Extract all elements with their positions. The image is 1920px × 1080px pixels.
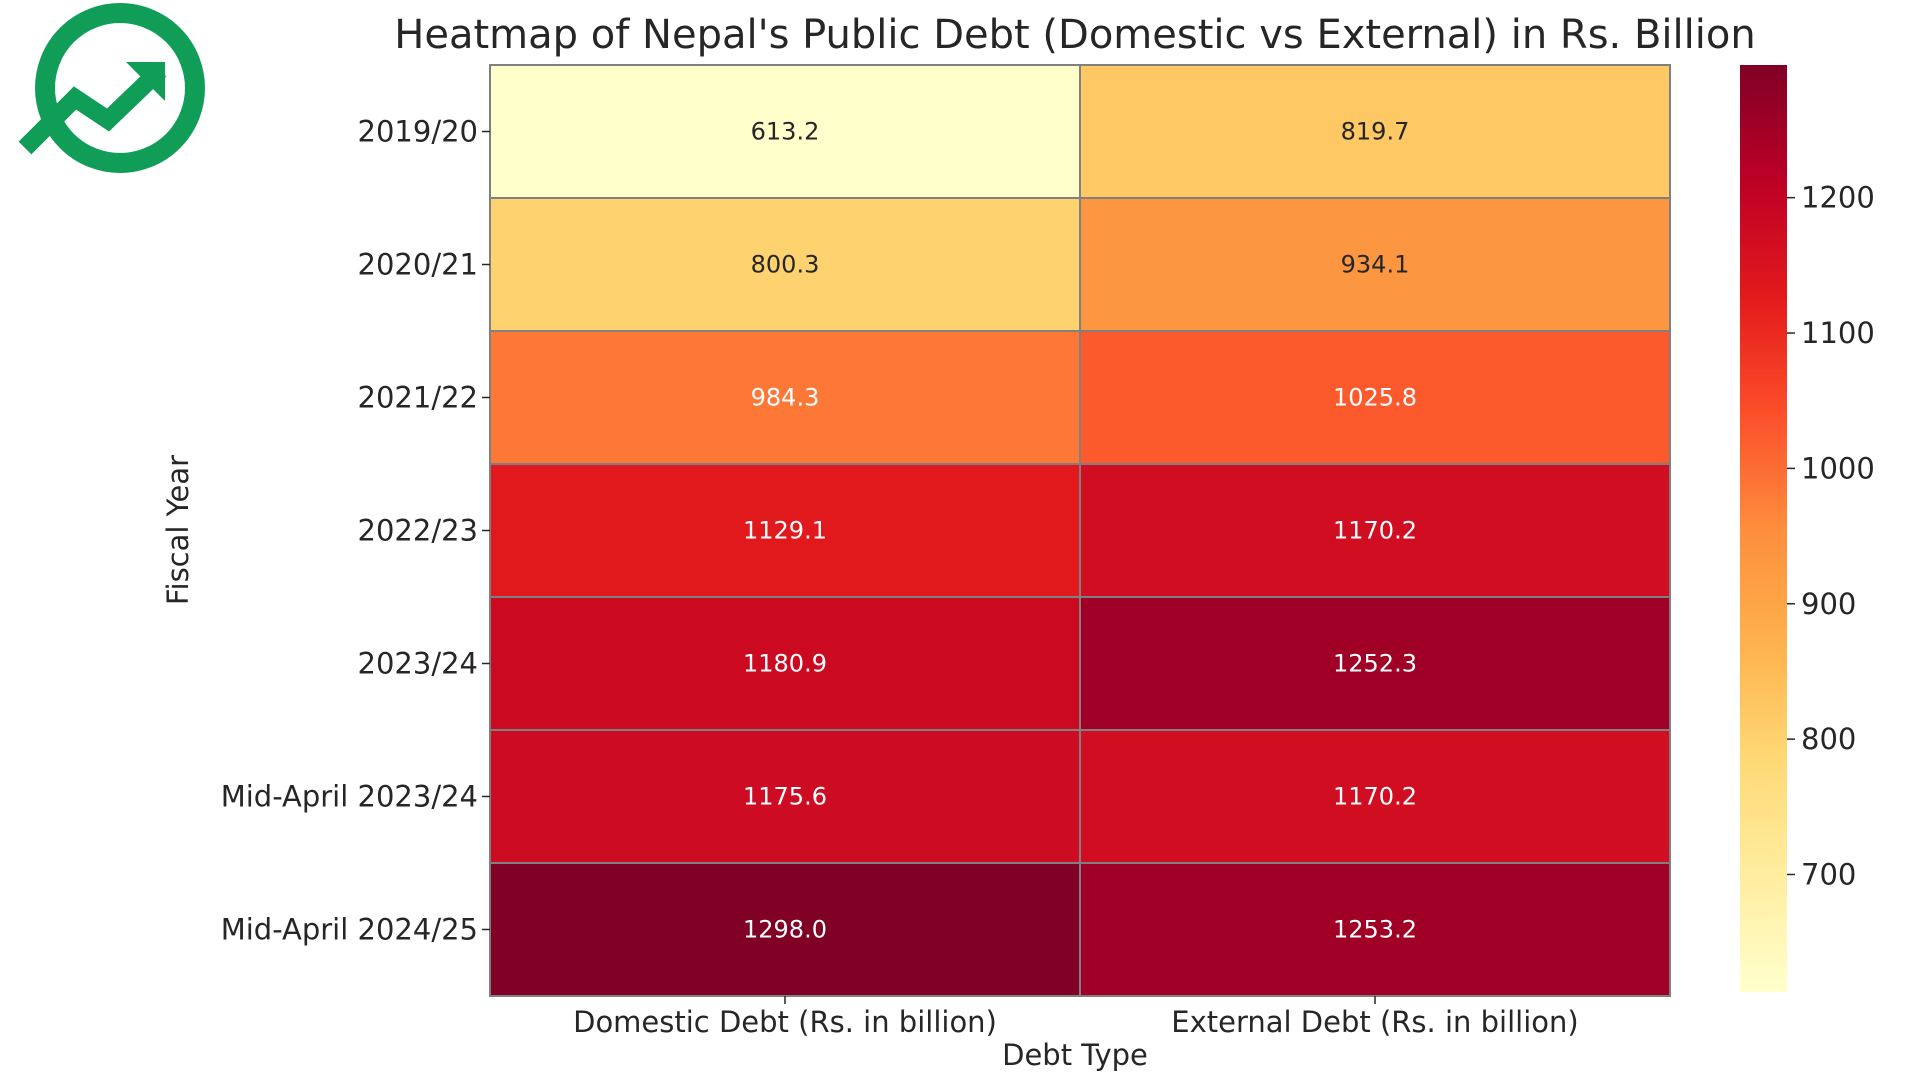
- cell-value-label: 934.1: [1341, 251, 1410, 279]
- logo-ring: [45, 13, 195, 163]
- cell-value-label: 1180.9: [743, 650, 827, 678]
- x-tick-labels: Domestic Debt (Rs. in billion) External D…: [573, 996, 1579, 1039]
- colorbar-tick-label: 1200: [1801, 181, 1875, 215]
- cell-value-label: 1025.8: [1333, 384, 1417, 412]
- y-tick-label: 2019/20: [358, 115, 478, 149]
- colorbar-tick-label: 800: [1801, 722, 1856, 756]
- cell-value-label: 613.2: [751, 118, 820, 146]
- y-tick-label: 2023/24: [358, 647, 478, 681]
- colorbar-tick-label: 700: [1801, 858, 1856, 892]
- x-axis-label: Debt Type: [1002, 1038, 1148, 1072]
- cell-value-label: 1298.0: [743, 916, 827, 944]
- cell-value-label: 819.7: [1341, 118, 1410, 146]
- cell-value-label: 1175.6: [743, 783, 827, 811]
- cell-value-label: 984.3: [751, 384, 820, 412]
- colorbar-tick-label: 1100: [1801, 316, 1875, 350]
- y-tick-label: 2020/21: [358, 248, 478, 282]
- cell-value-label: 800.3: [751, 251, 820, 279]
- colorbar-tick-label: 1000: [1801, 451, 1875, 485]
- cell-value-label: 1129.1: [743, 517, 827, 545]
- cell-value-label: 1253.2: [1333, 916, 1417, 944]
- cell-value-label: 1252.3: [1333, 650, 1417, 678]
- colorbar-tick-label: 900: [1801, 587, 1856, 621]
- y-tick-label: Mid-April 2024/25: [221, 913, 478, 947]
- y-tick-label: Mid-April 2023/24: [221, 780, 478, 814]
- y-tick-label: 2021/22: [358, 381, 478, 415]
- x-tick-label: External Debt (Rs. in billion): [1171, 1005, 1578, 1039]
- colorbar: 700 800 900 1000 1100 1200: [1740, 65, 1875, 992]
- cell-value-label: 1170.2: [1333, 517, 1417, 545]
- cell-value-label: 1170.2: [1333, 783, 1417, 811]
- heatmap-cells: 613.2 819.7 800.3 934.1 984.3 1025.8 1129.1 117…: [490, 65, 1670, 996]
- logo: [25, 13, 195, 163]
- y-tick-labels: 2019/20 2020/21 2021/22 2022/23 2023/24 Mid-A…: [221, 115, 490, 947]
- chart-title: Heatmap of Nepal's Public Debt (Domestic…: [394, 12, 1755, 58]
- y-tick-label: 2022/23: [358, 514, 478, 548]
- colorbar-gradient: [1740, 65, 1787, 992]
- x-tick-label: Domestic Debt (Rs. in billion): [573, 1005, 997, 1039]
- y-axis-label: Fiscal Year: [161, 455, 195, 605]
